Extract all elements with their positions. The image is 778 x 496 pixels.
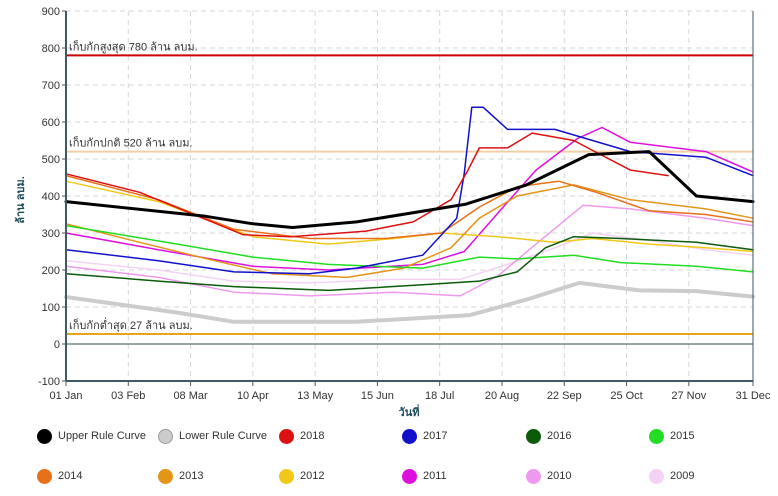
series-line-2015: [65, 224, 754, 273]
legend-swatch: [279, 468, 294, 484]
x-tick-label: 03 Feb: [111, 390, 145, 402]
legend-label: 2012: [300, 470, 325, 482]
y-tick-label: -100: [38, 376, 60, 388]
legend-label: 2016: [547, 430, 572, 442]
series-line-2014: [65, 174, 754, 240]
x-tick-label: 22 Sep: [547, 390, 582, 402]
y-tick-label: 200: [42, 265, 60, 277]
series-line-lower-rule-curve: [64, 280, 755, 324]
legend-item[interactable]: 2012: [279, 466, 324, 486]
y-tick-label: 600: [42, 117, 60, 129]
legend-swatch: [158, 468, 173, 484]
legend-swatch: [158, 428, 173, 444]
legend-item[interactable]: 2010: [526, 466, 571, 486]
y-tick-label: 800: [42, 43, 60, 55]
series-line-2012: [65, 180, 754, 253]
reference-line-label: เก็บกักต่ำสุด 27 ล้าน ลบม.: [69, 317, 193, 332]
legend-item[interactable]: Upper Rule Curve: [37, 426, 146, 446]
legend-swatch: [526, 428, 541, 444]
series-line-2017: [65, 106, 754, 275]
series-line-2010: [65, 204, 754, 297]
series-line-2016: [65, 235, 754, 292]
legend-label: Upper Rule Curve: [58, 430, 147, 442]
legend-item[interactable]: 2011: [402, 466, 447, 486]
legend-item[interactable]: 2014: [37, 466, 82, 486]
y-tick-label: 100: [42, 302, 60, 314]
x-tick-label: 08 Mar: [173, 390, 208, 402]
reference-lines: เก็บกักสูงสุด 780 ล้าน ลบม. เก็บกักปกติ 5…: [66, 39, 753, 336]
series-lines: [64, 106, 755, 324]
legend-swatch: [649, 468, 664, 484]
y-tick-label: 300: [42, 228, 60, 240]
legend-item[interactable]: 2015: [649, 426, 694, 446]
legend-swatch: [526, 468, 541, 484]
legend-item[interactable]: 2018: [279, 426, 324, 446]
x-tick-label: 27 Nov: [671, 390, 706, 402]
x-tick-label: 31 Dec: [736, 390, 771, 402]
chart-svg: เก็บกักสูงสุด 780 ล้าน ลบม. เก็บกักปกติ 5…: [14, 6, 771, 419]
legend: Upper Rule Curve Lower Rule Curve 2018 2017…: [0, 422, 778, 496]
legend-item[interactable]: 2017: [402, 426, 447, 446]
legend-label: 2013: [179, 470, 204, 482]
legend-swatch: [37, 428, 52, 444]
y-tick-label: 0: [54, 339, 60, 351]
y-axis-title: ล้าน ลบม.: [14, 176, 27, 224]
x-tick-label: 13 May: [297, 390, 334, 402]
legend-item[interactable]: 2016: [526, 426, 571, 446]
legend-swatch: [402, 428, 417, 444]
x-tick-label: 25 Oct: [610, 390, 642, 402]
legend-label: 2009: [670, 470, 695, 482]
chart-axes: [62, 10, 754, 386]
legend-label: 2015: [670, 430, 695, 442]
legend-label: Lower Rule Curve: [179, 430, 268, 442]
series-line-2018: [65, 132, 669, 238]
legend-swatch: [37, 468, 52, 484]
legend-item[interactable]: 2009: [649, 466, 694, 486]
legend-swatch: [649, 428, 664, 444]
x-tick-label: 18 Jul: [425, 390, 454, 402]
tick-labels: 900 800 700 600 500 400 300 200 100 0 -100 01 Jan 03…: [38, 6, 771, 402]
reference-line-label: เก็บกักปกติ 520 ล้าน ลบม.: [69, 136, 193, 150]
x-tick-label: 15 Jun: [361, 390, 394, 402]
series-line-2013: [65, 184, 754, 279]
y-tick-label: 900: [42, 6, 60, 18]
y-tick-label: 400: [42, 191, 60, 203]
x-tick-label: 10 Apr: [237, 390, 269, 402]
legend-swatch: [402, 468, 417, 484]
series-line-2011: [65, 126, 754, 271]
y-tick-label: 700: [42, 80, 60, 92]
x-tick-label: 01 Jan: [49, 390, 82, 402]
x-axis-title: วันที่: [399, 404, 420, 419]
legend-label: 2017: [423, 430, 448, 442]
series-line-2009: [65, 232, 754, 284]
legend-item[interactable]: Lower Rule Curve: [158, 426, 267, 446]
legend-item[interactable]: 2013: [158, 466, 203, 486]
legend-label: 2014: [58, 470, 83, 482]
reference-line-label: เก็บกักสูงสุด 780 ล้าน ลบม.: [69, 39, 198, 53]
legend-label: 2010: [547, 470, 572, 482]
legend-label: 2018: [300, 430, 325, 442]
legend-swatch: [279, 428, 294, 444]
legend-label: 2011: [423, 470, 447, 482]
series-line-upper-rule-curve: [64, 150, 755, 229]
x-tick-label: 20 Aug: [485, 390, 519, 402]
y-tick-label: 500: [42, 154, 60, 166]
